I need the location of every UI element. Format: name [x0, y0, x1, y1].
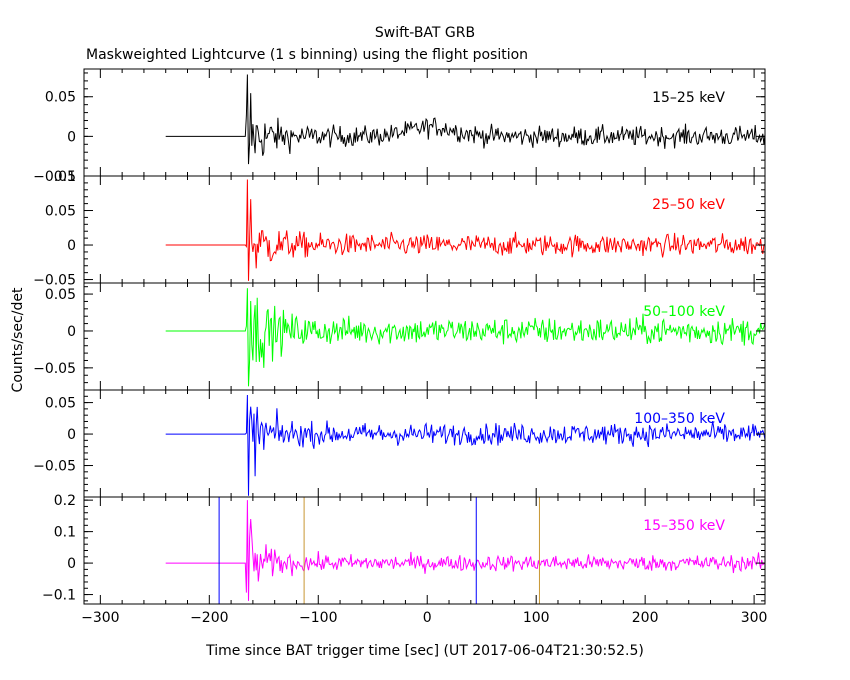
panel-1: −0.05 0 0.05 15–25 keV: [33, 68, 766, 185]
y-tick-label: 0.1: [54, 525, 76, 541]
panel-2: −0.05 0 0.05 0.1 25–50 keV: [33, 169, 766, 289]
x-tick-label: 200: [632, 610, 659, 626]
chart-title: Swift-BAT GRB: [375, 25, 475, 41]
panel-frame: [83, 175, 766, 284]
y-tick-label: 0: [67, 238, 76, 254]
y-tick-label: 0.05: [45, 396, 76, 412]
panel-frame: [83, 68, 766, 177]
series-line-4: [165, 394, 765, 496]
y-axis-label: Counts/sec/det: [10, 287, 26, 392]
y-tick-label: 0.05: [45, 204, 76, 220]
y-tick-label: 0: [67, 324, 76, 340]
panels-group: −0.05 0 0.05 15–25 keV −0.05 0 0.05 0.1 25–50 ke…: [33, 68, 768, 626]
panel-frame: [83, 496, 766, 605]
x-tick-label: 300: [741, 610, 768, 626]
y-tick-label: −0.1: [42, 588, 76, 604]
y-tick-label: 0: [67, 556, 76, 572]
series-line-5: [165, 500, 765, 601]
y-tick-label: 0.05: [45, 287, 76, 303]
x-tick-label: 100: [523, 610, 550, 626]
panel-4: −0.05 0 0.05 100–350 keV: [33, 389, 766, 498]
y-tick-label: 0.2: [54, 493, 76, 509]
panel-label: 100–350 keV: [634, 411, 725, 427]
panel-label: 15–350 keV: [643, 518, 725, 534]
y-tick-label: 0.05: [45, 90, 76, 106]
x-axis-label: Time since BAT trigger time [sec] (UT 20…: [205, 643, 644, 659]
panel-label: 15–25 keV: [652, 90, 725, 106]
x-tick-label: −200: [190, 610, 228, 626]
series-line-3: [165, 288, 765, 387]
y-tick-label: −0.05: [33, 459, 76, 475]
y-tick-label: −0.05: [33, 169, 76, 185]
series-line-1: [165, 74, 765, 165]
panel-frame: [83, 389, 766, 498]
x-tick-label: −300: [81, 610, 119, 626]
panel-3: −0.05 0 0.05 50–100 keV: [33, 282, 766, 391]
y-tick-label: 0: [67, 427, 76, 443]
y-tick-label: −0.05: [33, 361, 76, 377]
y-tick-label: −0.05: [33, 273, 76, 289]
x-tick-label: −100: [299, 610, 337, 626]
panel-label: 25–50 keV: [652, 197, 725, 213]
chart-subtitle: Maskweighted Lightcurve (1 s binning) us…: [86, 47, 528, 63]
panel-5: −0.1 0 0.1 0.2 15–350 keV: [42, 493, 766, 605]
y-tick-label: 0: [67, 129, 76, 145]
series-line-2: [165, 179, 765, 281]
panel-label: 50–100 keV: [643, 304, 725, 320]
x-tick-label: 0: [423, 610, 432, 626]
y-tick-label: 0.1: [54, 169, 76, 185]
